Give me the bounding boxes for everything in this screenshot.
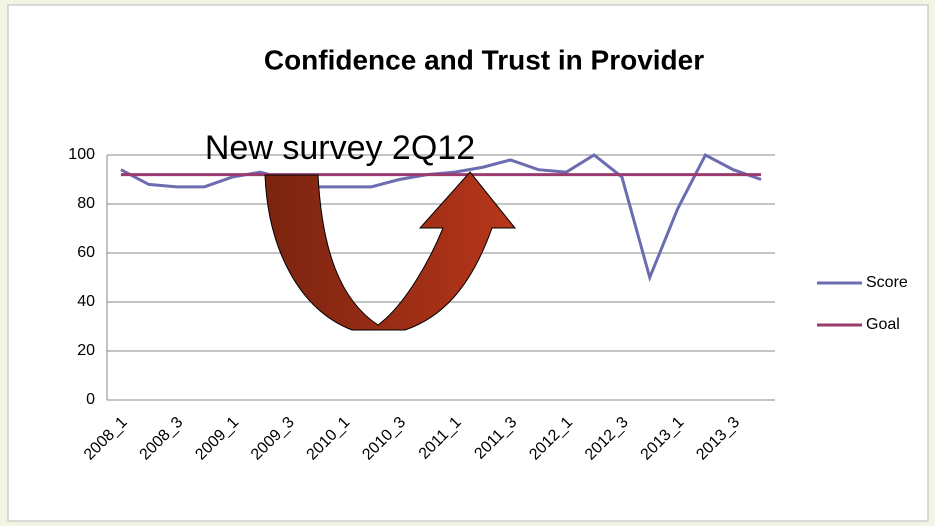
y-tick-label: 40 bbox=[77, 293, 95, 310]
chart-title: Confidence and Trust in Provider bbox=[264, 44, 704, 75]
annotation: New survey 2Q12 bbox=[205, 129, 475, 167]
y-tick-label: 80 bbox=[77, 195, 95, 212]
legend-label: Score bbox=[866, 274, 908, 291]
arrow bbox=[264, 171, 517, 331]
legend-label: Goal bbox=[866, 316, 900, 333]
y-tick-label: 20 bbox=[77, 342, 95, 359]
y-tick-label: 60 bbox=[77, 244, 95, 261]
y-tick-label: 0 bbox=[86, 391, 95, 408]
y-tick-label: 100 bbox=[68, 146, 95, 163]
